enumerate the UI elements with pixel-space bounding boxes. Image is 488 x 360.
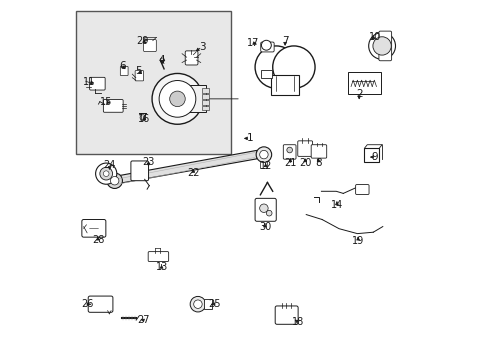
FancyBboxPatch shape [378,31,391,61]
FancyBboxPatch shape [103,100,123,112]
Text: 2: 2 [355,89,362,99]
Text: 22: 22 [187,168,199,178]
Circle shape [372,37,390,55]
Text: 10: 10 [368,32,380,42]
Bar [204,299,212,309]
Circle shape [190,296,205,312]
Circle shape [159,81,195,117]
Circle shape [193,300,202,309]
Circle shape [368,32,395,59]
Text: 9: 9 [371,152,378,162]
FancyBboxPatch shape [143,40,156,51]
Text: 18: 18 [291,317,304,327]
FancyBboxPatch shape [297,141,312,156]
Circle shape [169,91,185,107]
Circle shape [272,46,314,88]
Bar [76,11,231,154]
Text: 25: 25 [208,299,220,309]
FancyBboxPatch shape [89,77,105,90]
Text: 17: 17 [246,38,259,48]
FancyBboxPatch shape [120,66,128,76]
Text: 13: 13 [155,262,167,273]
FancyBboxPatch shape [185,51,198,65]
FancyBboxPatch shape [135,71,143,81]
Text: 30: 30 [258,221,270,231]
FancyBboxPatch shape [148,252,168,261]
Text: 16: 16 [138,114,150,124]
Circle shape [261,40,271,50]
Text: 29: 29 [137,36,149,46]
Text: 14: 14 [330,201,343,210]
Circle shape [100,167,112,180]
FancyBboxPatch shape [310,145,326,158]
Circle shape [286,147,292,153]
Text: 11: 11 [83,77,95,87]
FancyBboxPatch shape [131,161,148,181]
Circle shape [259,204,267,212]
Text: 19: 19 [351,236,364,246]
Text: 5: 5 [135,66,142,76]
FancyBboxPatch shape [355,185,368,194]
Bar [202,88,208,93]
Circle shape [266,210,271,216]
FancyBboxPatch shape [88,296,113,312]
Bar [261,70,271,78]
Text: 4: 4 [158,55,164,65]
Text: 7: 7 [281,36,288,46]
Text: 27: 27 [138,315,150,325]
FancyBboxPatch shape [183,85,205,112]
Circle shape [110,176,119,185]
Bar [347,72,380,94]
Text: 1: 1 [246,133,253,143]
Circle shape [96,163,117,184]
Text: 8: 8 [315,158,321,168]
Text: 26: 26 [81,299,94,309]
Circle shape [160,58,164,62]
FancyBboxPatch shape [260,42,274,52]
FancyBboxPatch shape [275,306,298,324]
Circle shape [103,171,109,176]
Circle shape [255,46,297,88]
Bar [202,105,208,111]
Circle shape [140,115,145,120]
Text: 6: 6 [119,62,126,71]
Text: 20: 20 [298,158,311,168]
FancyBboxPatch shape [81,220,105,237]
FancyBboxPatch shape [283,145,295,159]
Circle shape [256,147,271,162]
Bar [364,148,379,162]
Circle shape [107,173,122,189]
Bar [202,100,208,104]
Bar [270,75,299,95]
Circle shape [152,73,203,124]
Bar [260,161,267,168]
FancyBboxPatch shape [255,198,276,221]
Polygon shape [110,150,256,185]
Text: 21: 21 [284,158,296,168]
Bar [202,94,208,99]
Text: 28: 28 [92,235,104,245]
Text: 24: 24 [103,160,116,170]
Text: 3: 3 [199,42,205,51]
Circle shape [259,150,267,159]
Text: 12: 12 [259,161,271,171]
Text: 23: 23 [142,157,154,167]
Text: 15: 15 [100,98,112,107]
